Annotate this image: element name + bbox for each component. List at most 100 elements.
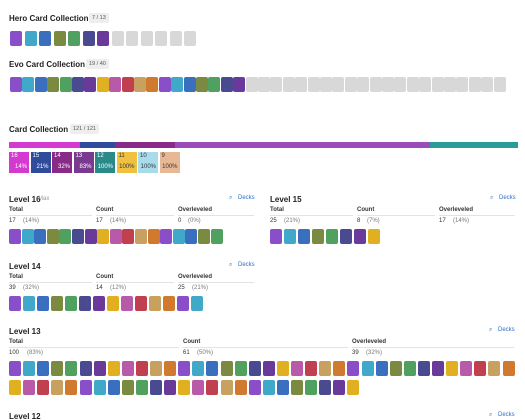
card-icon[interactable] — [460, 361, 473, 376]
card-icon[interactable] — [198, 229, 210, 244]
card-icon[interactable] — [23, 380, 36, 395]
card-icon[interactable] — [210, 229, 223, 244]
decks-link[interactable]: Decks — [498, 327, 515, 333]
card-icon[interactable] — [284, 229, 296, 244]
card-icon[interactable] — [375, 361, 388, 376]
card-icon[interactable] — [305, 361, 318, 376]
card-icon[interactable] — [97, 229, 110, 244]
card-icon[interactable] — [319, 380, 332, 395]
card-icon[interactable] — [298, 229, 310, 244]
card-icon[interactable] — [368, 229, 380, 244]
card-icon[interactable] — [65, 296, 77, 311]
card-icon[interactable] — [79, 380, 92, 395]
card-icon[interactable] — [109, 229, 122, 244]
card-icon[interactable] — [340, 229, 352, 244]
card-icon[interactable] — [248, 380, 261, 395]
card-icon[interactable] — [10, 31, 22, 46]
card-icon[interactable] — [333, 361, 346, 376]
card-icon[interactable] — [121, 296, 133, 311]
card-icon[interactable] — [326, 229, 338, 244]
card-icon[interactable] — [79, 361, 92, 376]
card-icon[interactable] — [51, 296, 63, 311]
card-icon[interactable] — [155, 31, 167, 46]
card-icon[interactable] — [79, 296, 91, 311]
card-icon[interactable] — [72, 229, 84, 244]
card-icon[interactable] — [37, 380, 50, 395]
card-icon[interactable] — [65, 380, 78, 395]
card-icon[interactable] — [84, 77, 97, 92]
card-icon[interactable] — [262, 361, 275, 376]
card-icon[interactable] — [389, 361, 402, 376]
card-icon[interactable] — [184, 31, 196, 46]
card-icon[interactable] — [150, 380, 162, 395]
card-icon[interactable] — [357, 77, 370, 92]
card-icon[interactable] — [403, 361, 416, 376]
card-icon[interactable] — [295, 77, 308, 92]
card-icon[interactable] — [9, 296, 21, 311]
card-icon[interactable] — [135, 380, 148, 395]
card-icon[interactable] — [502, 361, 515, 376]
card-icon[interactable] — [319, 361, 332, 376]
card-icon[interactable] — [121, 380, 134, 395]
card-icon[interactable] — [446, 361, 459, 376]
card-icon[interactable] — [382, 77, 394, 92]
card-icon[interactable] — [282, 77, 295, 92]
card-icon[interactable] — [164, 380, 177, 395]
card-icon[interactable] — [220, 380, 233, 395]
card-icon[interactable] — [147, 229, 160, 244]
card-icon[interactable] — [107, 361, 120, 376]
card-icon[interactable] — [23, 361, 36, 376]
card-icon[interactable] — [262, 380, 275, 395]
card-icon[interactable] — [22, 77, 35, 92]
card-icon[interactable] — [93, 296, 105, 311]
card-icon[interactable] — [208, 77, 221, 92]
card-icon[interactable] — [65, 361, 78, 376]
card-icon[interactable] — [206, 361, 219, 376]
card-icon[interactable] — [126, 31, 138, 46]
card-icon[interactable] — [234, 380, 247, 395]
card-icon[interactable] — [96, 77, 109, 92]
card-icon[interactable] — [192, 361, 205, 376]
card-icon[interactable] — [164, 361, 177, 376]
card-icon[interactable] — [220, 77, 233, 92]
card-icon[interactable] — [46, 229, 59, 244]
card-icon[interactable] — [59, 229, 72, 244]
card-icon[interactable] — [121, 77, 134, 92]
card-icon[interactable] — [488, 361, 501, 376]
card-icon[interactable] — [84, 229, 97, 244]
decks-link[interactable]: Decks — [498, 412, 515, 418]
decks-link[interactable]: Decks — [238, 195, 255, 201]
card-icon[interactable] — [172, 229, 185, 244]
card-icon[interactable] — [276, 361, 289, 376]
card-icon[interactable] — [169, 31, 182, 46]
card-icon[interactable] — [493, 77, 506, 92]
card-icon[interactable] — [320, 77, 332, 92]
card-icon[interactable] — [248, 361, 261, 376]
card-icon[interactable] — [245, 77, 258, 92]
card-icon[interactable] — [34, 229, 47, 244]
card-icon[interactable] — [177, 296, 189, 311]
card-icon[interactable] — [121, 361, 134, 376]
card-icon[interactable] — [10, 77, 22, 92]
card-icon[interactable] — [135, 296, 147, 311]
card-icon[interactable] — [9, 380, 21, 395]
card-icon[interactable] — [291, 361, 303, 376]
card-icon[interactable] — [160, 229, 173, 244]
card-icon[interactable] — [178, 380, 191, 395]
card-icon[interactable] — [178, 361, 191, 376]
card-icon[interactable] — [432, 361, 444, 376]
card-icon[interactable] — [419, 77, 432, 92]
card-icon[interactable] — [481, 77, 494, 92]
card-icon[interactable] — [107, 296, 119, 311]
card-icon[interactable] — [9, 229, 21, 244]
card-icon[interactable] — [312, 229, 324, 244]
card-icon[interactable] — [191, 296, 203, 311]
card-icon[interactable] — [431, 77, 444, 92]
card-icon[interactable] — [47, 77, 60, 92]
card-icon[interactable] — [97, 31, 109, 46]
card-icon[interactable] — [307, 77, 320, 92]
decks-link[interactable]: Decks — [238, 262, 255, 268]
card-icon[interactable] — [149, 296, 161, 311]
card-icon[interactable] — [135, 361, 148, 376]
card-icon[interactable] — [82, 31, 95, 46]
